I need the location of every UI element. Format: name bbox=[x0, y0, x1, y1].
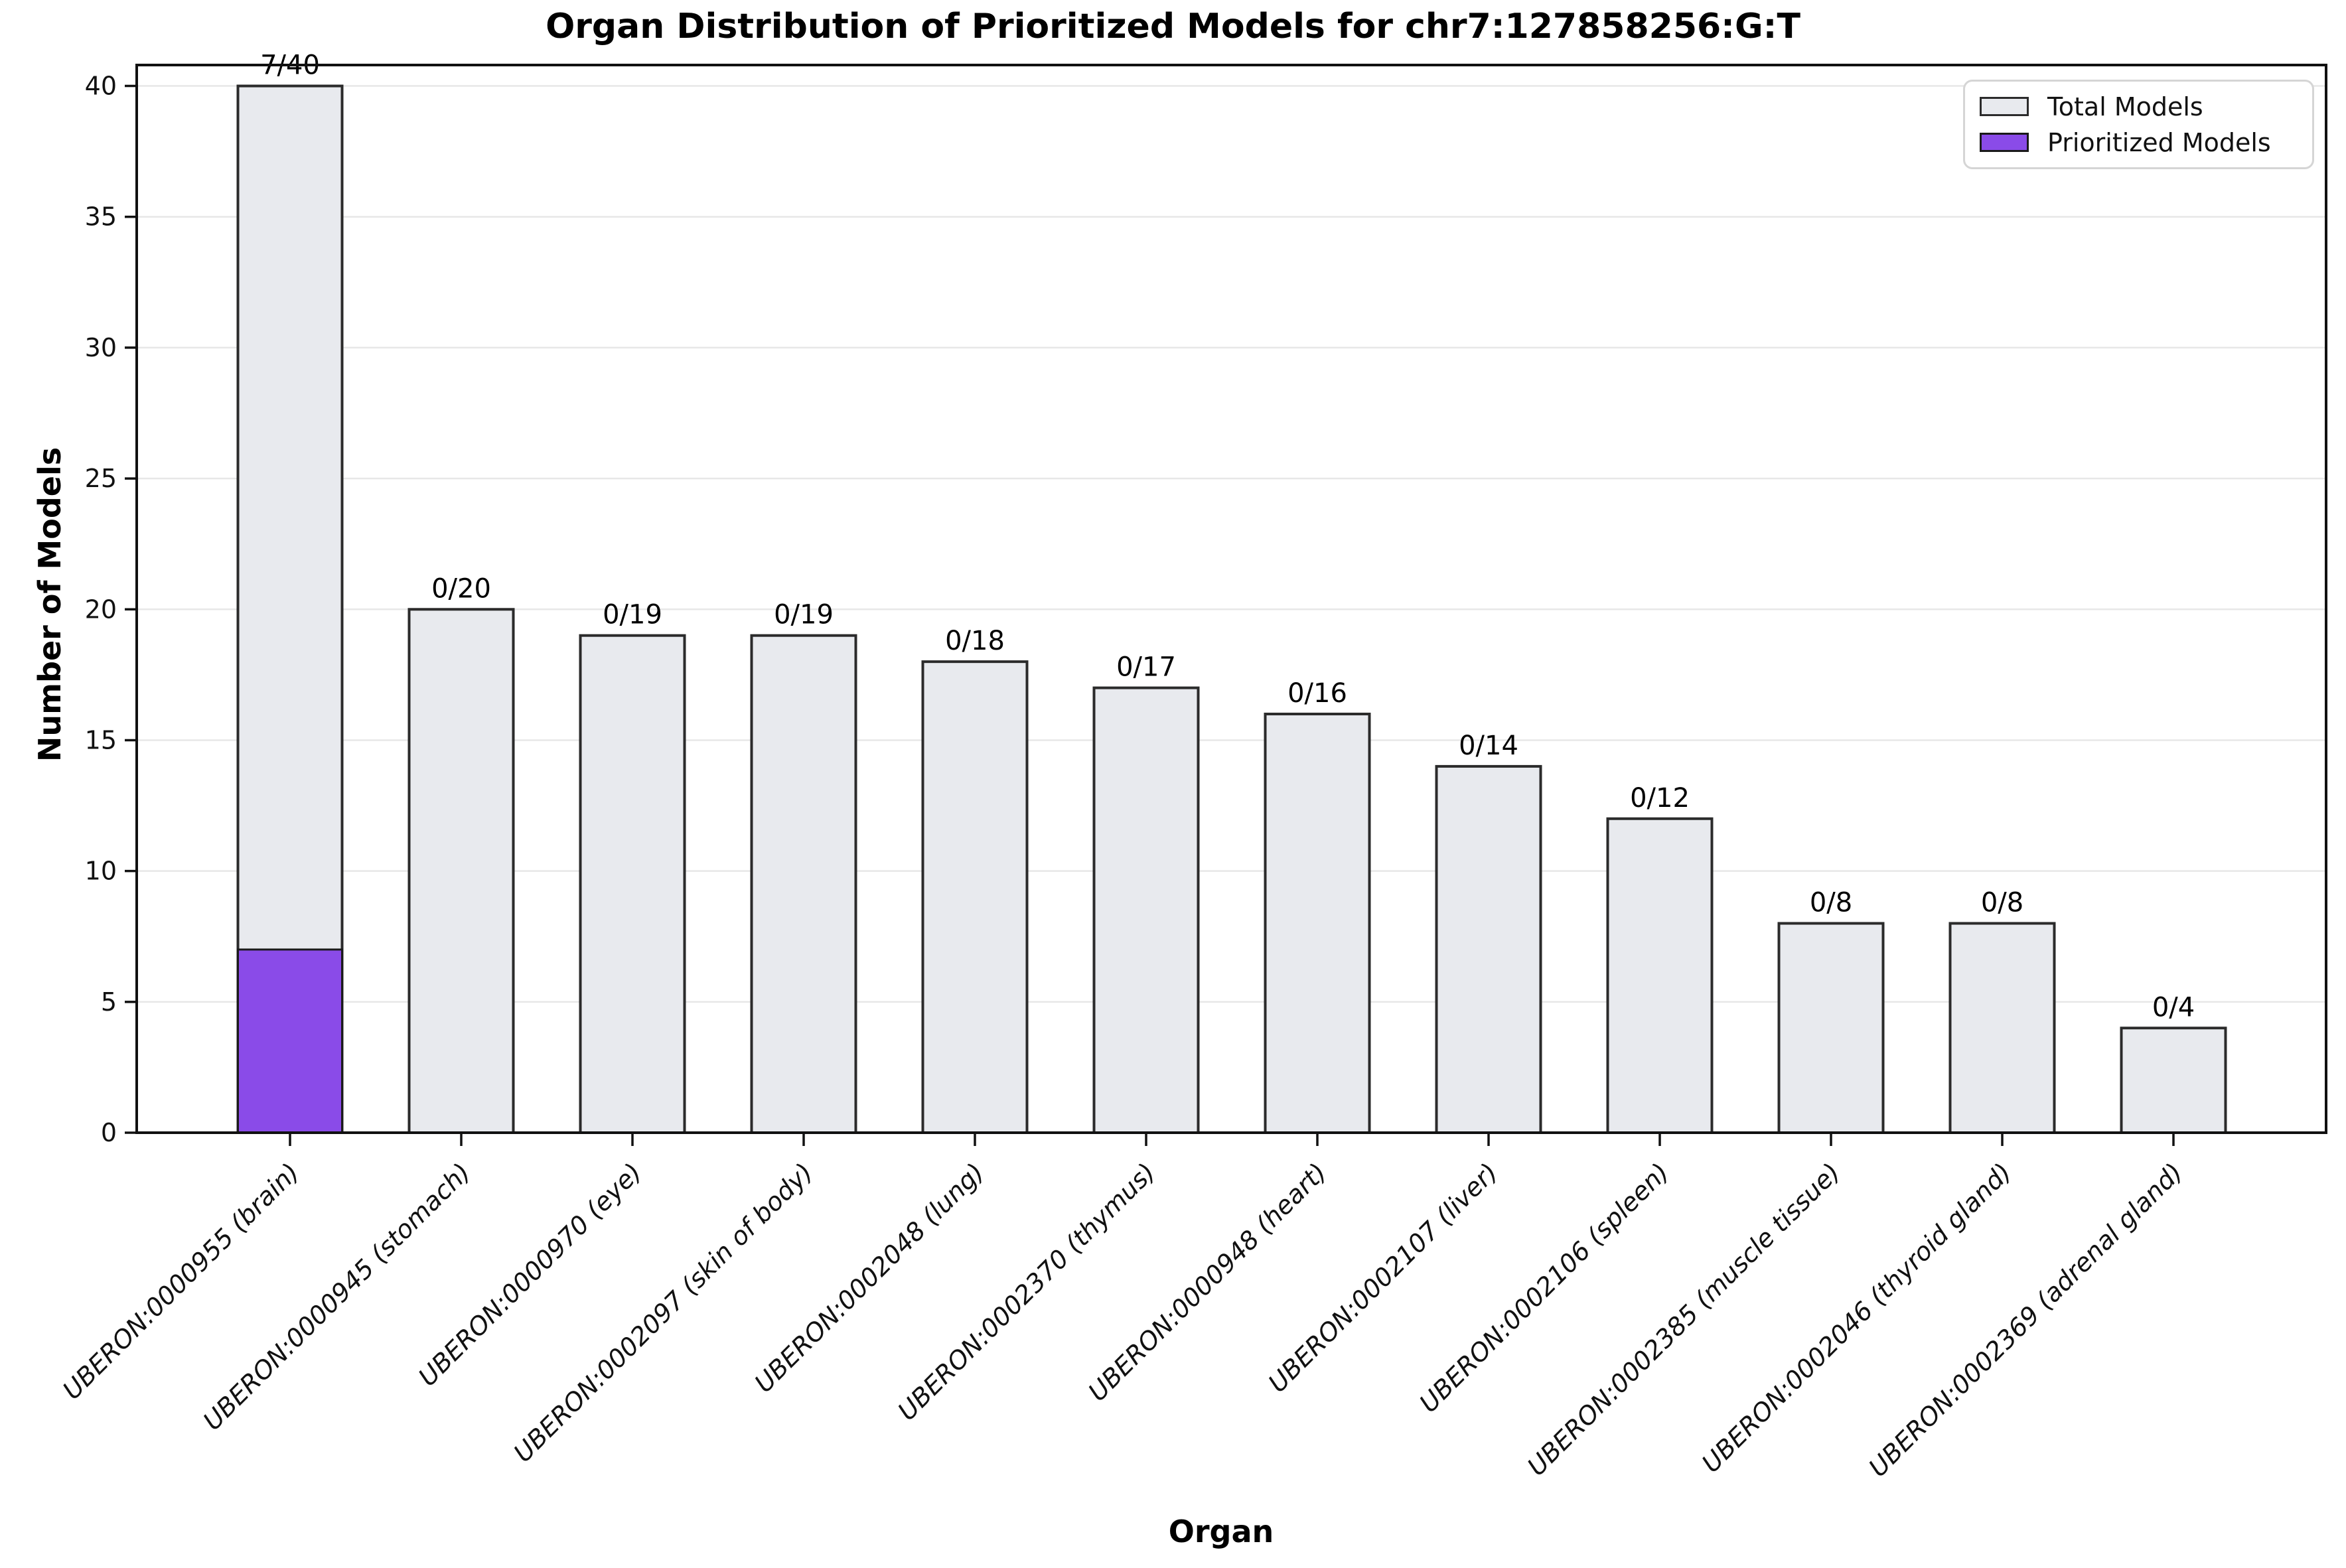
x-tick-label: UBERON:0002046 (thyroid gland) bbox=[1696, 1157, 2017, 1478]
y-tick-label: 0 bbox=[101, 1118, 117, 1147]
bar-total bbox=[750, 634, 857, 1134]
bar-total bbox=[1777, 922, 1885, 1134]
bar-value-label: 0/18 bbox=[945, 626, 1005, 656]
y-axis-label: Number of Models bbox=[32, 447, 68, 762]
bar-value-label: 0/16 bbox=[1287, 678, 1347, 709]
bar-total bbox=[1948, 922, 2056, 1134]
chart-title: Organ Distribution of Prioritized Models… bbox=[546, 7, 1800, 46]
bar-total bbox=[921, 660, 1029, 1134]
bar-total bbox=[579, 634, 686, 1134]
bar-value-label: 0/14 bbox=[1459, 731, 1518, 761]
legend: Total Models Prioritized Models bbox=[1963, 80, 2314, 169]
x-tick-label: UBERON:0002385 (muscle tissue) bbox=[1522, 1157, 1846, 1481]
x-tick-label: UBERON:0002097 (skin of body) bbox=[508, 1157, 819, 1468]
bar-value-label: 0/19 bbox=[603, 600, 662, 630]
bar-prioritized bbox=[237, 948, 343, 1134]
bar-total bbox=[1264, 713, 1371, 1135]
y-tick-label: 40 bbox=[85, 72, 117, 101]
legend-item: Total Models bbox=[1980, 92, 2298, 121]
legend-swatch bbox=[1980, 133, 2029, 152]
bar-total bbox=[1606, 817, 1714, 1134]
legend-label: Total Models bbox=[2047, 92, 2203, 121]
x-tick-label: UBERON:0000945 (stomach) bbox=[198, 1157, 477, 1436]
bar-value-label: 0/17 bbox=[1116, 652, 1176, 683]
plot-border bbox=[135, 64, 2327, 1134]
y-tick-label: 10 bbox=[85, 857, 117, 886]
bar-value-label: 0/19 bbox=[774, 600, 834, 630]
x-axis-label: Organ bbox=[1168, 1514, 1274, 1549]
bar-value-label: 0/20 bbox=[431, 573, 491, 604]
bar-total bbox=[1092, 686, 1200, 1135]
bar-value-label: 0/8 bbox=[1981, 888, 2023, 918]
bar-total bbox=[407, 608, 515, 1134]
y-tick-label: 30 bbox=[85, 333, 117, 362]
bar-value-label: 0/12 bbox=[1630, 783, 1690, 814]
legend-label: Prioritized Models bbox=[2047, 127, 2271, 157]
bar-value-label: 0/8 bbox=[1810, 888, 1852, 918]
y-tick-label: 15 bbox=[85, 725, 117, 754]
bar-value-label: 0/4 bbox=[2152, 992, 2195, 1023]
y-tick-label: 5 bbox=[101, 987, 117, 1017]
x-tick-label: UBERON:0002369 (adrenal gland) bbox=[1863, 1157, 2188, 1482]
y-tick-label: 20 bbox=[85, 595, 117, 624]
legend-item: Prioritized Models bbox=[1980, 128, 2298, 157]
y-tick-label: 25 bbox=[85, 464, 117, 493]
bar-total bbox=[2120, 1027, 2227, 1134]
legend-swatch bbox=[1980, 97, 2029, 116]
bar-total bbox=[1435, 764, 1542, 1135]
y-tick-label: 35 bbox=[85, 202, 117, 232]
